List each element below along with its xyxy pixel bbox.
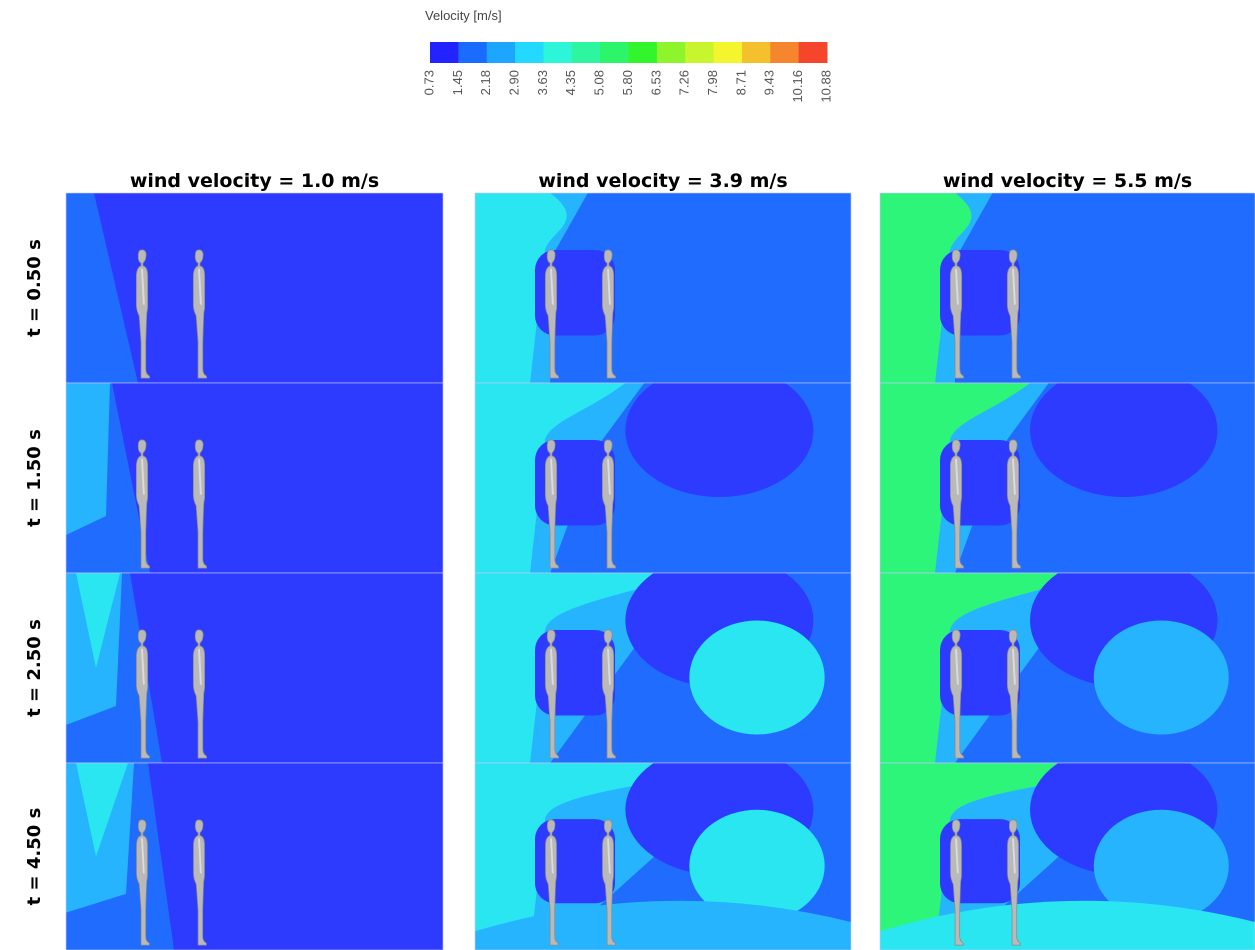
panel-content (66, 763, 443, 950)
colorbar-label: 10.88 (818, 70, 833, 103)
colorbar-label: 6.53 (648, 70, 663, 95)
panel-grid (66, 193, 1255, 950)
colorbar-segment (629, 42, 658, 63)
contour-panel (66, 193, 443, 383)
colorbar-segment (487, 42, 516, 63)
colorbar-title: Velocity [m/s] (425, 8, 502, 23)
colorbar-label: 4.35 (563, 70, 578, 95)
colorbar-label: 10.16 (790, 70, 805, 103)
contour-panel (475, 364, 851, 573)
colorbar-label: 5.08 (592, 70, 607, 95)
contour-panel (880, 744, 1255, 950)
flow-region (1030, 364, 1218, 497)
colorbar-label: 7.26 (677, 70, 692, 95)
panel-content (880, 554, 1255, 763)
flow-region (1094, 621, 1229, 735)
colorbar-label: 1.45 (450, 70, 465, 95)
panel-content (66, 193, 443, 383)
panel-content (475, 364, 851, 573)
contour-panel (475, 193, 851, 383)
colorbar-segment (572, 42, 601, 63)
colorbar-label: 5.80 (620, 70, 635, 95)
contour-panel (66, 383, 443, 573)
colorbar-segment (799, 42, 828, 63)
colorbar-label: 0.73 (421, 70, 436, 95)
figure: Velocity [m/s] 0.73 1.45 2.18 2.90 3.63 4.35 5… (0, 0, 1255, 950)
colorbar-segment (770, 42, 799, 63)
column-title: wind velocity = 1.0 m/s (130, 170, 379, 192)
colorbar-segment (458, 42, 487, 63)
row-title: t = 0.50 s (24, 239, 45, 337)
colorbar: 0.73 1.45 2.18 2.90 3.63 4.35 5.08 5.80 6.53 7.26… (421, 42, 833, 103)
flow-region (625, 364, 813, 497)
colorbar-label: 2.18 (478, 70, 493, 95)
colorbar-segment (714, 42, 743, 63)
colorbar-segment (657, 42, 686, 63)
contour-panel (880, 364, 1255, 573)
colorbar-segment (515, 42, 544, 63)
panel-content (880, 744, 1255, 950)
panel-content (880, 364, 1255, 573)
panel-content (475, 193, 851, 383)
panel-content (475, 554, 851, 763)
contour-panel (66, 573, 443, 763)
column-title: wind velocity = 5.5 m/s (943, 170, 1192, 192)
contour-panel (880, 554, 1255, 763)
contour-panel (880, 193, 1255, 383)
colorbar-segment (742, 42, 771, 63)
panel-content (66, 383, 443, 573)
colorbar-label: 7.98 (705, 70, 720, 95)
row-title: t = 4.50 s (24, 808, 45, 906)
colorbar-segment (543, 42, 572, 63)
colorbar-label: 3.63 (535, 70, 550, 95)
colorbar-label: 9.43 (762, 70, 777, 95)
colorbar-label: 8.71 (733, 70, 748, 95)
panel-content (880, 193, 1255, 383)
flow-region (689, 621, 824, 735)
contour-panel (475, 744, 851, 950)
row-title: t = 2.50 s (24, 619, 45, 717)
panel-content (475, 744, 851, 950)
colorbar-segment (600, 42, 629, 63)
contour-panel (66, 763, 443, 950)
colorbar-segment (430, 42, 459, 63)
contour-panel (475, 554, 851, 763)
flow-region (66, 383, 110, 535)
row-title: t = 1.50 s (24, 429, 45, 527)
colorbar-label: 2.90 (507, 70, 522, 95)
column-title: wind velocity = 3.9 m/s (538, 170, 787, 192)
colorbar-segment (685, 42, 714, 63)
panel-content (66, 573, 443, 763)
